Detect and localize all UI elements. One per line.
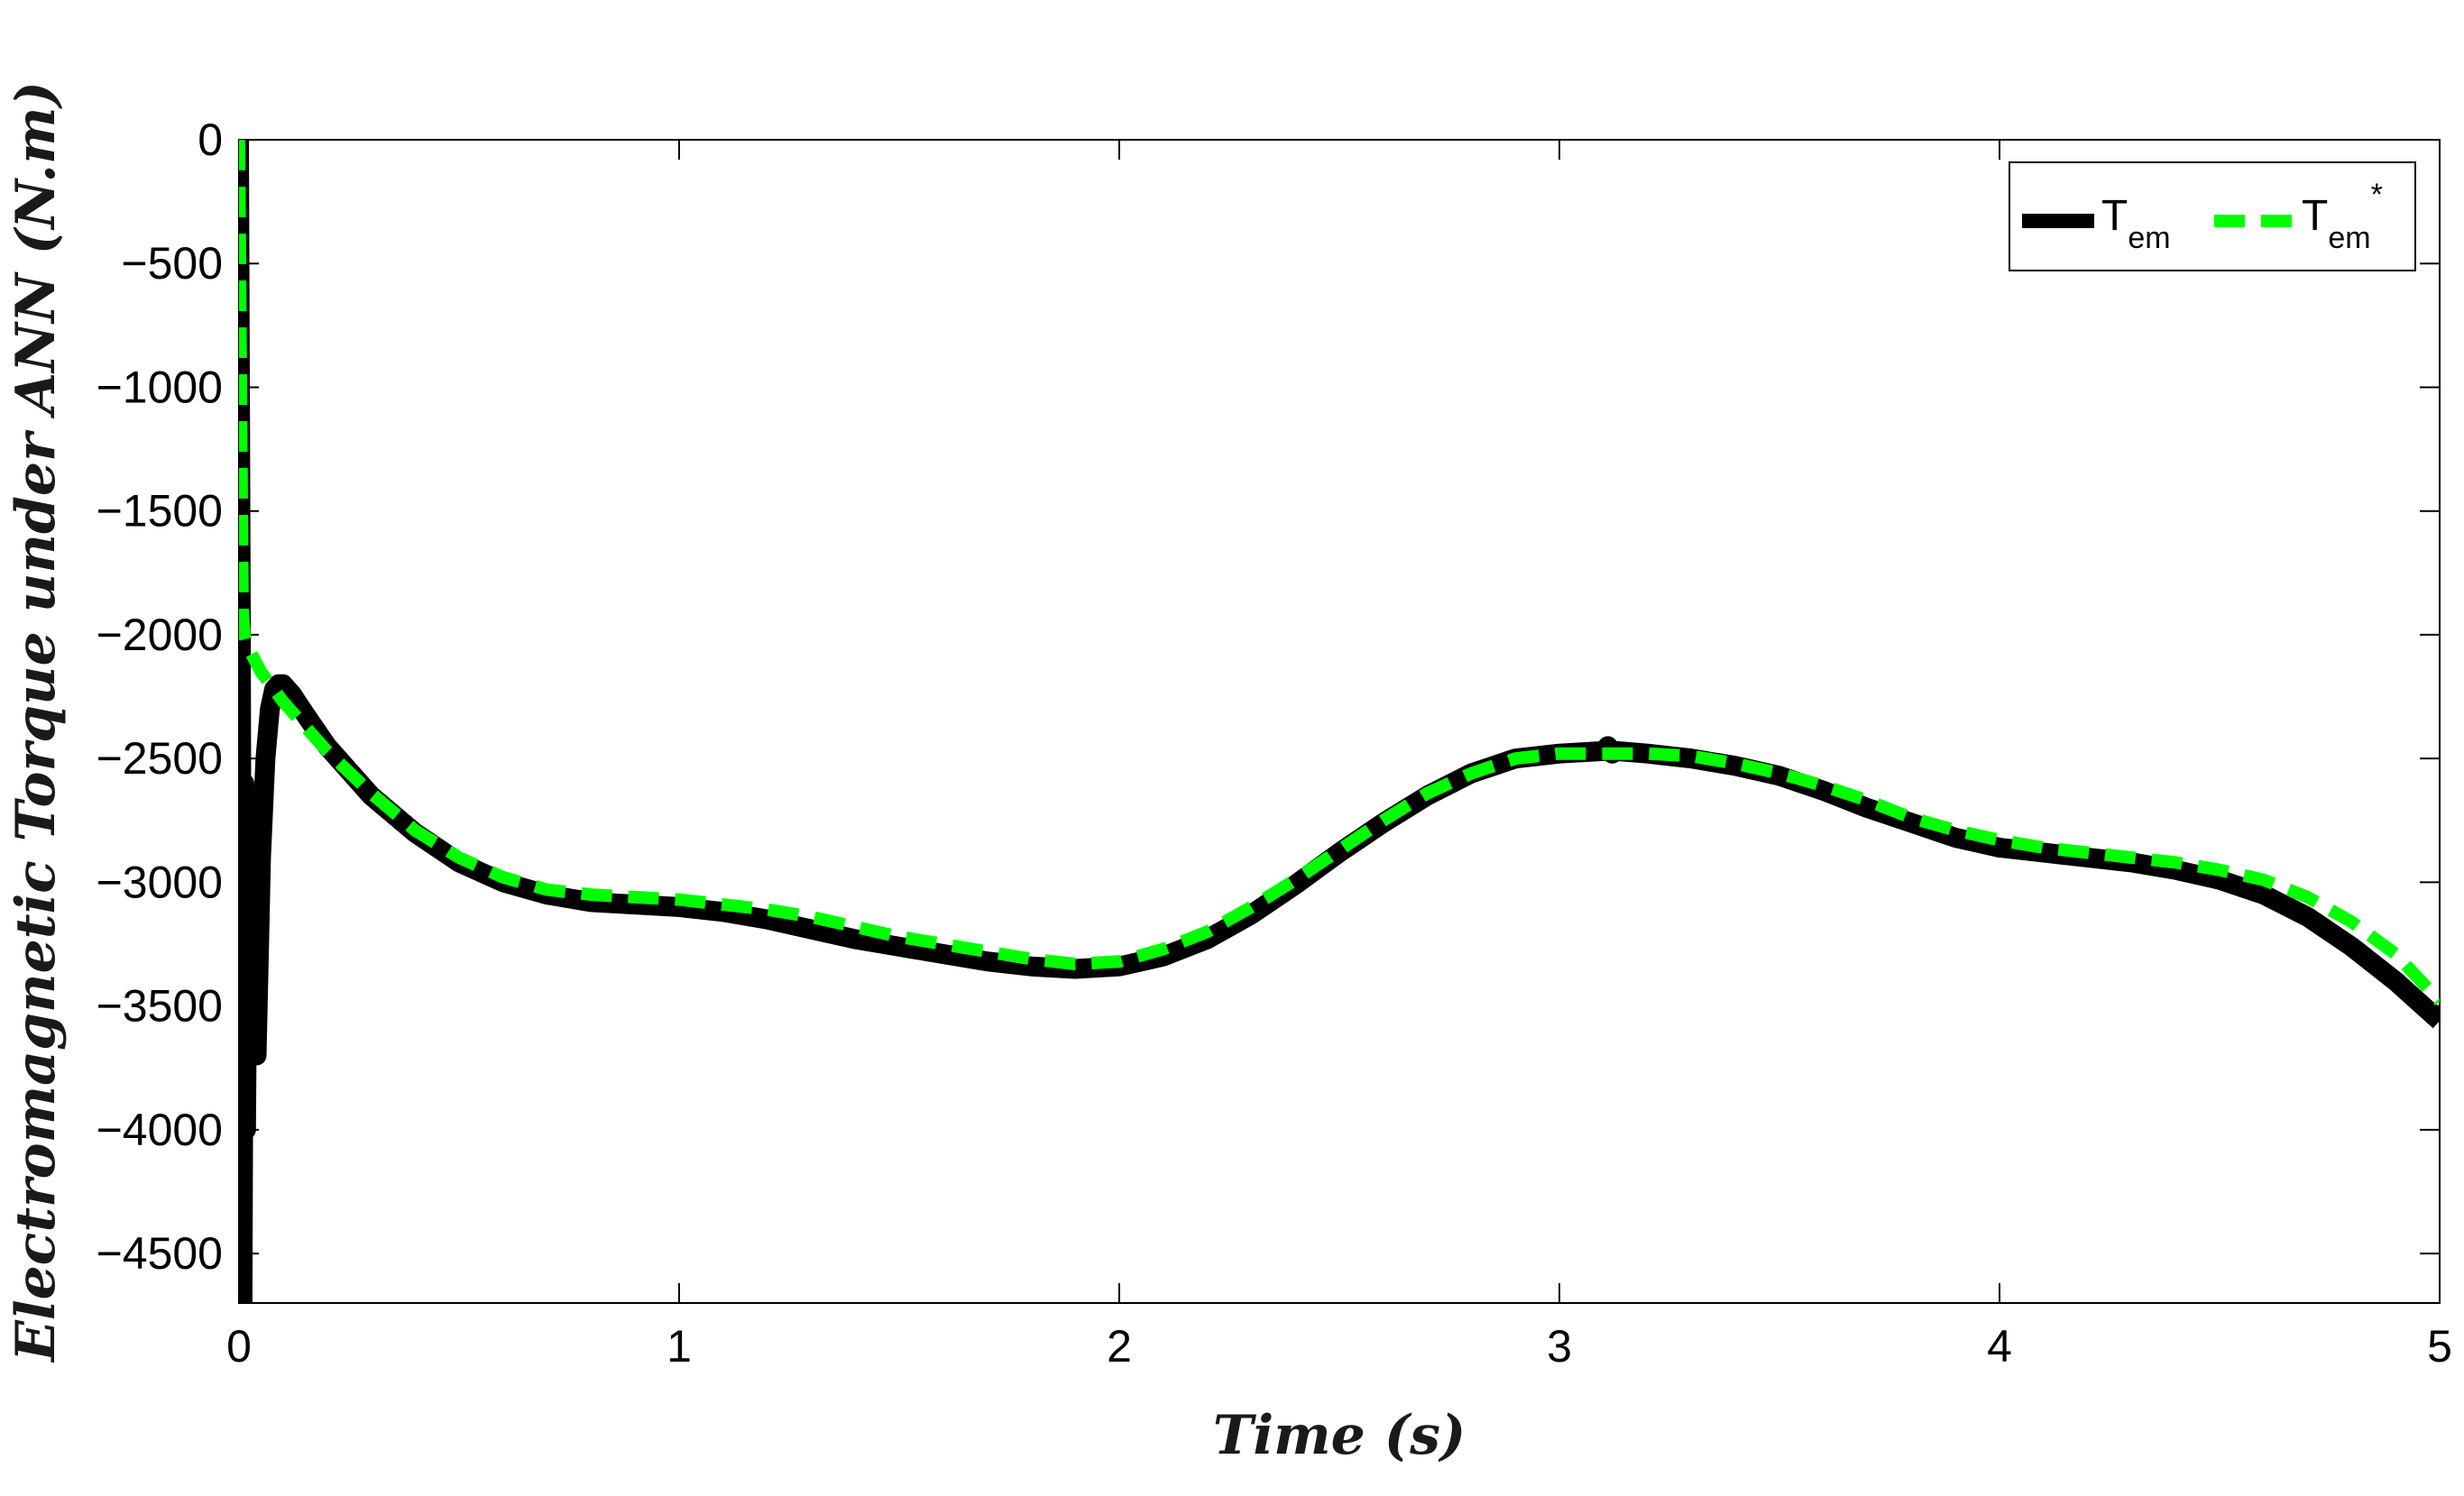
y-tick-label: −3000: [97, 857, 223, 907]
y-tick-label: −3500: [97, 981, 223, 1032]
y-tick-label: −4000: [97, 1105, 223, 1155]
y-tick-label: −1000: [97, 362, 223, 412]
series-line-tem-ref: [239, 140, 2440, 1005]
legend-entry-tem: Tem: [2101, 192, 2171, 255]
x-tick-label: 2: [1107, 1321, 1132, 1372]
x-tick-label: 0: [226, 1321, 252, 1372]
y-tick-label: −500: [121, 238, 223, 289]
y-tick-label: 0: [198, 115, 223, 165]
y-axis: 0 −500 −1000 −1500 −2000 −2500 −3000 −3500 −4000…: [97, 115, 2440, 1279]
x-axis: 0 1 2 3 4 5: [226, 140, 2452, 1372]
series-line-tem: [239, 140, 2440, 1303]
y-tick-label: −2500: [97, 733, 223, 784]
y-tick-label: −4500: [97, 1228, 223, 1279]
x-tick-label: 3: [1547, 1321, 1572, 1372]
x-tick-label: 4: [1987, 1321, 2012, 1372]
y-tick-label: −2000: [97, 610, 223, 660]
legend: Tem Tem*: [2009, 161, 2416, 271]
legend-entry-tem-ref: Tem*: [2302, 178, 2383, 255]
plot-area: [238, 139, 2441, 1304]
x-axis-label: Time (s): [1213, 1404, 1466, 1467]
y-axis-label: Electromagnetic Torque under ANN (N.m): [5, 81, 68, 1363]
series-layer: [239, 140, 2440, 1303]
x-tick-label: 1: [667, 1321, 692, 1372]
x-tick-label: 5: [2427, 1321, 2452, 1372]
y-tick-label: −1500: [97, 486, 223, 537]
